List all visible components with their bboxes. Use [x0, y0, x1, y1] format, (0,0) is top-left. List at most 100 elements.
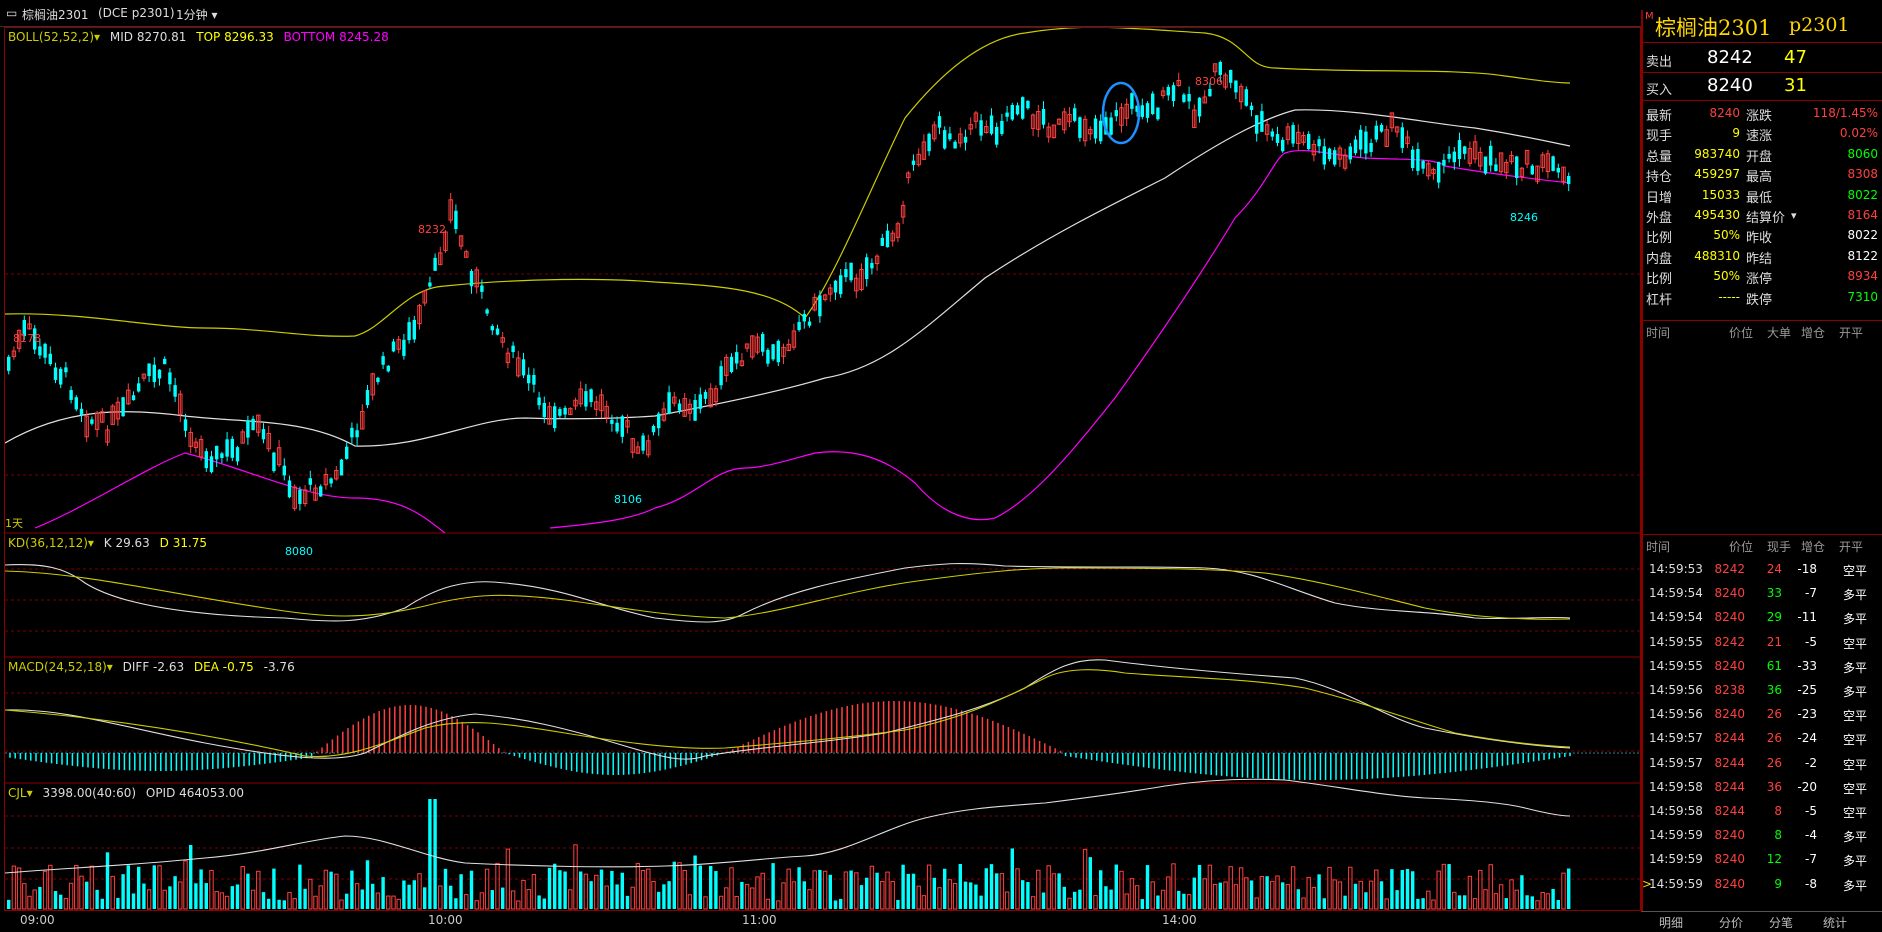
candle: [693, 400, 697, 421]
chevron-down-icon[interactable]: ▾: [87, 536, 94, 550]
volume-bar: [703, 896, 708, 910]
trade-row[interactable]: 14:59:58 8244 8 -5 空平: [1643, 800, 1882, 824]
volume-bar: [505, 848, 511, 910]
candle: [948, 133, 952, 140]
tab-price[interactable]: 分价: [1719, 916, 1744, 930]
volume-bar: [1311, 886, 1317, 910]
volume-bar: [1145, 865, 1150, 909]
candle: [261, 429, 266, 440]
volume-bar: [1395, 890, 1399, 909]
quote-field-row: 比例 50% 涨停 8934: [1643, 266, 1882, 287]
candle: [1073, 108, 1077, 121]
volume-bar: [1545, 893, 1551, 910]
trade-row[interactable]: 14:59:59 8240 12 -7 多平: [1643, 848, 1882, 872]
candle: [1421, 160, 1425, 169]
volume-bar: [599, 869, 604, 909]
volume-bar: [214, 891, 219, 910]
candle: [989, 115, 994, 134]
trade-cell: 8: [1774, 804, 1782, 818]
trade-cell: 14:59:53: [1649, 562, 1703, 576]
volume-bar: [1186, 894, 1192, 910]
boll-indicator-label[interactable]: BOLL(52,52,2): [8, 30, 95, 44]
volume-bar: [1556, 899, 1560, 909]
volume-bar: [657, 891, 661, 909]
symbol-label[interactable]: 棕榈油2301: [22, 8, 89, 22]
chart-panel[interactable]: [4, 27, 1641, 911]
trade-row[interactable]: 14:59:54 8240 33 -7 多平: [1643, 582, 1882, 606]
chevron-down-icon[interactable]: ▾: [106, 660, 113, 674]
trade-cell: 空平: [1843, 781, 1868, 796]
volume-bar: [583, 873, 589, 910]
trade-row[interactable]: 14:59:57 8244 26 -24 空平: [1643, 727, 1882, 751]
tab-detail[interactable]: 明细: [1659, 916, 1684, 930]
trade-row[interactable]: >14:59:59 8240 9 -8 多平: [1642, 873, 1882, 897]
trade-row[interactable]: 14:59:53 8242 24 -18 空平: [1643, 558, 1882, 582]
trade-row[interactable]: 14:59:59 8240 8 -4 多平: [1643, 824, 1882, 848]
candle: [672, 396, 677, 404]
field-label: 昨结: [1746, 251, 1773, 267]
cjl-indicator-label[interactable]: CJL: [8, 786, 27, 800]
candle: [895, 223, 901, 238]
volume-bar: [204, 883, 208, 909]
field-label: 最低: [1746, 190, 1773, 206]
buy-row[interactable]: 买入 8240 31: [1646, 75, 1807, 98]
kline-chart[interactable]: 8178 8232 8080 8106 8306 8246 1天: [5, 28, 1640, 910]
field-label: 跌停: [1746, 292, 1773, 308]
kd-indicator-label[interactable]: KD(36,12,12): [8, 536, 88, 550]
quote-field-row: 杠杆 ----- 跌停 7310: [1643, 287, 1882, 308]
volume-bar: [1567, 868, 1571, 909]
trade-row[interactable]: 14:59:57 8244 26 -2 空平: [1643, 752, 1882, 776]
field-label: 结算价: [1746, 211, 1786, 226]
macd-header: MACD(24,52,18)▾ DIFF -2.63 DEA -0.75 -3.…: [8, 660, 295, 674]
trade-row[interactable]: 14:59:56 8238 36 -25 多平: [1643, 679, 1882, 703]
candle: [1504, 162, 1509, 174]
volume-bar: [1290, 866, 1296, 910]
candle: [729, 356, 734, 373]
candle: [74, 397, 78, 410]
volume-bar: [162, 889, 167, 910]
volume-bar: [1504, 898, 1508, 909]
candle: [859, 269, 864, 291]
trade-cell: 8240: [1714, 852, 1745, 867]
candle: [428, 282, 432, 287]
candle: [900, 204, 906, 218]
candle: [739, 360, 745, 366]
chevron-down-icon[interactable]: ▾: [1791, 209, 1797, 222]
tab-tick[interactable]: 分笔: [1769, 916, 1794, 930]
candle: [687, 403, 693, 414]
volume-bar: [510, 890, 516, 910]
candle: [927, 133, 931, 152]
trade-row[interactable]: 14:59:55 8242 21 -5 空平: [1643, 631, 1882, 655]
chevron-down-icon[interactable]: ▾: [26, 786, 33, 800]
volume-bar: [885, 871, 890, 910]
candle: [1384, 129, 1389, 148]
trade-cell: 14:59:56: [1649, 707, 1703, 722]
candle: [1119, 107, 1124, 126]
trade-row[interactable]: 14:59:58 8244 36 -20 空平: [1643, 776, 1882, 800]
period-select[interactable]: 1分钟 ▾: [176, 8, 218, 22]
candle: [16, 329, 22, 349]
trade-row[interactable]: 14:59:54 8240 29 -11 多平: [1643, 606, 1882, 630]
sell-row[interactable]: 卖出 8242 47: [1646, 47, 1807, 70]
macd-indicator-label[interactable]: MACD(24,52,18): [8, 660, 107, 674]
field-value: 8022: [1847, 187, 1878, 202]
menu-icon[interactable]: ▭: [6, 6, 18, 20]
field-label: 开盘: [1746, 149, 1773, 165]
trade-cell: -5: [1805, 634, 1817, 649]
volume-bar: [152, 865, 156, 909]
candle: [1182, 94, 1186, 102]
candle: [94, 412, 100, 430]
chevron-down-icon[interactable]: ▾: [94, 30, 101, 44]
trade-row[interactable]: 14:59:56 8240 26 -23 空平: [1643, 703, 1882, 727]
tab-stats[interactable]: 统计: [1823, 916, 1848, 930]
trade-cell: 空平: [1843, 757, 1868, 772]
volume-bar: [865, 877, 869, 909]
macd-diff-line: [5, 659, 1571, 760]
volume-bar: [402, 880, 406, 909]
candle: [844, 269, 848, 278]
candle: [422, 290, 427, 304]
volume-bar: [947, 879, 953, 910]
trade-row[interactable]: 14:59:55 8240 61 -33 多平: [1643, 655, 1882, 679]
field-value: 8308: [1847, 167, 1878, 182]
volume-bar: [958, 864, 962, 909]
